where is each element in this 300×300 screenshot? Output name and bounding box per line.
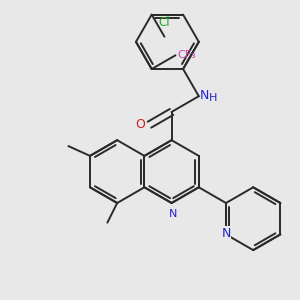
Text: N: N (169, 209, 178, 219)
Text: CF₃: CF₃ (177, 50, 196, 60)
Text: Cl: Cl (159, 16, 170, 29)
Text: H: H (208, 93, 217, 103)
Text: N: N (200, 89, 209, 102)
Text: N: N (221, 227, 231, 240)
Text: O: O (136, 118, 146, 131)
